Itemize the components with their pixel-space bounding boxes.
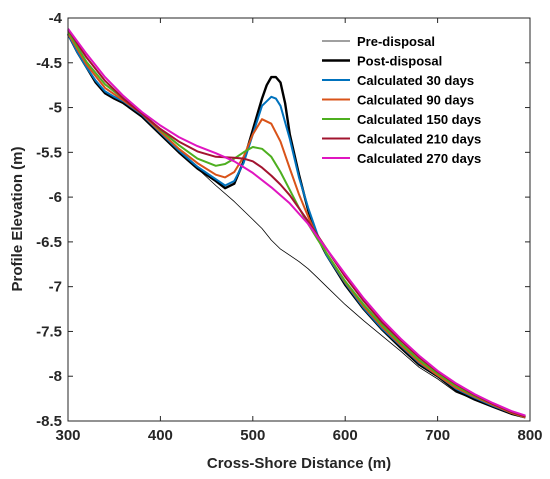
x-tick-label: 500	[240, 427, 265, 444]
y-axis-title: Profile Elevation (m)	[9, 146, 26, 291]
y-tick-label: -8.5	[36, 413, 62, 430]
legend-label-pre-disposal: Pre-disposal	[357, 34, 435, 49]
x-axis-title: Cross-Shore Distance (m)	[207, 455, 391, 472]
legend: Pre-disposal Post-disposal Calculated 30 d…	[322, 34, 481, 166]
legend-label-post-disposal: Post-disposal	[357, 54, 442, 69]
x-tick-label: 400	[148, 427, 173, 444]
y-tick-label: -4.5	[36, 55, 62, 72]
x-tick-label: 800	[517, 427, 542, 444]
series-line-post-disposal	[66, 33, 526, 419]
x-tick-label: 300	[55, 427, 80, 444]
legend-label-calculated-90-days: Calculated 90 days	[357, 93, 474, 108]
legend-label-calculated-150-days: Calculated 150 days	[357, 112, 481, 127]
y-tick-label: -5	[49, 100, 62, 117]
legend-label-calculated-30-days: Calculated 30 days	[357, 73, 474, 88]
y-tick-label: -6	[49, 189, 62, 206]
legend-label-calculated-210-days: Calculated 210 days	[357, 132, 481, 147]
series-line-calculated-90-days	[67, 32, 526, 419]
x-axis: 300 400 500 600 700 800	[55, 18, 543, 444]
y-tick-label: -5.5	[36, 144, 62, 161]
series-layer	[66, 28, 526, 419]
y-tick-label: -4	[49, 10, 63, 27]
series-line-calculated-150-days	[67, 30, 526, 418]
y-axis: -4 -4.5 -5 -5.5 -6 -6.5 -7 -7.5 -8 -8.5	[36, 10, 530, 430]
series-line-calculated-270-days	[67, 28, 526, 417]
x-tick-label: 700	[425, 427, 450, 444]
plot-frame	[67, 17, 531, 422]
legend-label-calculated-270-days: Calculated 270 days	[357, 151, 481, 166]
y-tick-label: -8	[49, 368, 62, 385]
plot-area	[68, 18, 530, 421]
y-tick-label: -7	[49, 279, 62, 296]
x-tick-label: 600	[333, 427, 358, 444]
y-tick-label: -7.5	[36, 323, 62, 340]
y-tick-label: -6.5	[36, 234, 62, 251]
